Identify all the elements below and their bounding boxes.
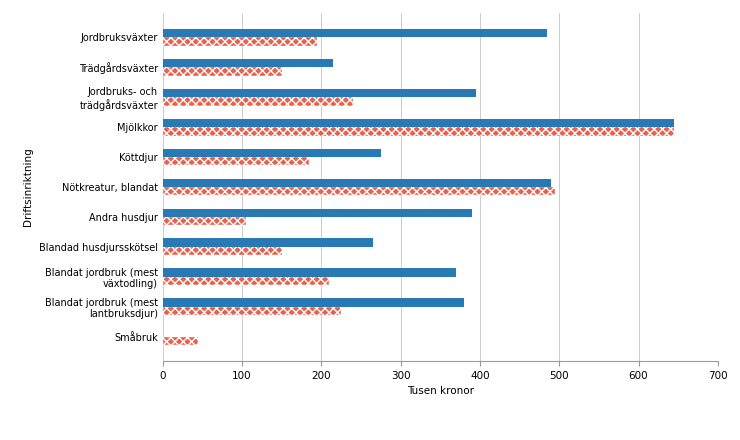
Bar — [163, 307, 341, 315]
Bar — [163, 59, 333, 67]
Y-axis label: Driftsinriktning: Driftsinriktning — [24, 148, 33, 226]
Bar — [163, 119, 674, 127]
X-axis label: Tusen kronor: Tusen kronor — [407, 386, 474, 396]
Bar — [163, 247, 282, 255]
Bar — [163, 37, 317, 46]
Bar — [163, 298, 464, 307]
Bar — [163, 277, 329, 285]
Bar — [163, 157, 309, 165]
Bar — [163, 67, 282, 76]
Bar — [163, 209, 472, 217]
Bar — [163, 187, 555, 195]
Bar — [163, 238, 373, 247]
Bar — [163, 97, 353, 106]
Bar — [163, 127, 674, 136]
Bar — [163, 89, 476, 97]
Bar — [163, 149, 381, 157]
Bar — [163, 268, 456, 277]
Bar — [163, 179, 551, 187]
Bar — [163, 29, 548, 37]
Bar — [163, 217, 246, 225]
Bar — [163, 337, 198, 345]
